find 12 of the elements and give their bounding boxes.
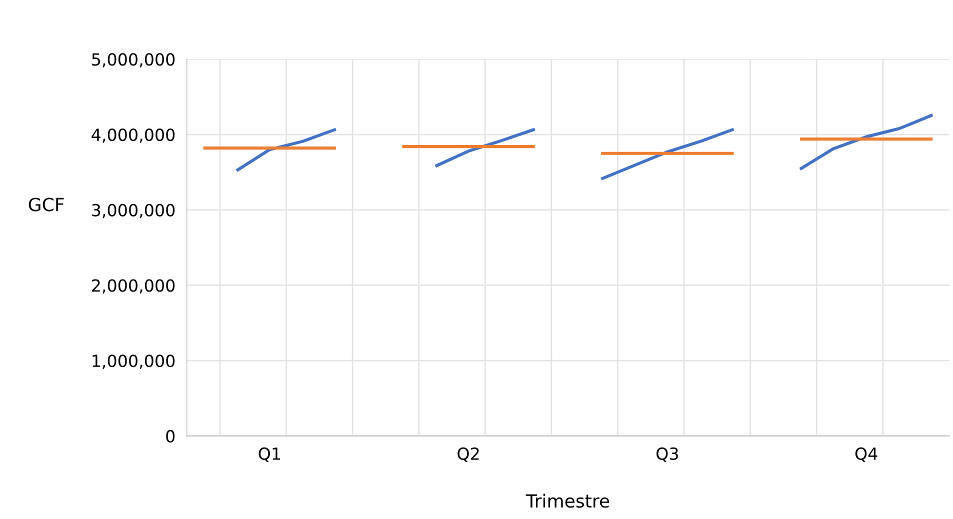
y-tick-label: 1,000,000 <box>92 354 175 369</box>
y-tick-label: 0 <box>166 430 175 443</box>
x-tick-label: Q2 <box>458 447 479 462</box>
x-axis-title: Trimestre <box>526 494 610 508</box>
y-tick-label: 3,000,000 <box>92 204 175 218</box>
x-tick-label: Q3 <box>656 447 678 462</box>
x-tick-label: Q4 <box>855 447 878 462</box>
y-tick-label: 5,000,000 <box>92 53 175 68</box>
y-axis-title: GCF <box>28 198 64 212</box>
x-tick-label: Q1 <box>258 447 280 462</box>
y-tick-label: 4,000,000 <box>92 128 175 143</box>
y-tick-label: 2,000,000 <box>92 279 175 294</box>
